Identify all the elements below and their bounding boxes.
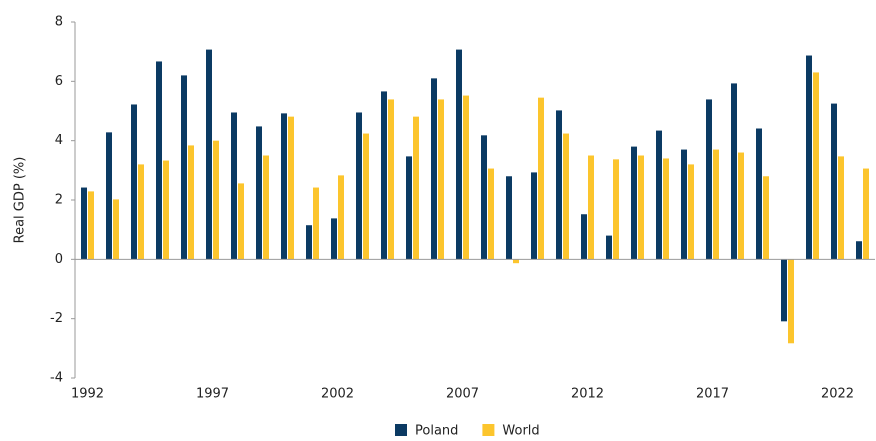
bar bbox=[663, 158, 669, 260]
bar bbox=[556, 110, 562, 260]
bar bbox=[188, 145, 194, 260]
bar bbox=[81, 187, 87, 260]
bar bbox=[781, 259, 787, 322]
y-tick-label: 2 bbox=[55, 193, 63, 208]
x-tick-label: 2007 bbox=[446, 387, 479, 402]
bar bbox=[281, 113, 287, 260]
bar bbox=[356, 112, 362, 260]
bar bbox=[506, 176, 512, 260]
bar bbox=[113, 199, 119, 260]
x-tick-label: 1997 bbox=[196, 387, 229, 402]
x-tick-label: 2012 bbox=[571, 387, 604, 402]
x-tick-label: 1992 bbox=[71, 387, 104, 402]
bar bbox=[731, 83, 737, 260]
bar bbox=[806, 55, 812, 260]
bar bbox=[213, 140, 219, 260]
bar bbox=[613, 159, 619, 260]
bar bbox=[856, 241, 862, 260]
bar bbox=[431, 78, 437, 260]
x-tick-label: 2017 bbox=[696, 387, 729, 402]
bar bbox=[206, 49, 212, 260]
y-tick-label: -4 bbox=[50, 371, 63, 386]
bar bbox=[738, 152, 744, 260]
bar bbox=[138, 164, 144, 260]
bar bbox=[813, 72, 819, 260]
legend-swatch bbox=[395, 424, 407, 436]
bar bbox=[463, 95, 469, 260]
legend-label: Poland bbox=[415, 424, 458, 438]
bar bbox=[231, 112, 237, 260]
bar bbox=[131, 104, 137, 260]
x-tick-label: 2002 bbox=[321, 387, 354, 402]
bar bbox=[788, 259, 794, 344]
bar bbox=[163, 160, 169, 260]
bar bbox=[488, 168, 494, 260]
bar bbox=[88, 191, 94, 260]
bar bbox=[313, 187, 319, 260]
bar bbox=[338, 175, 344, 260]
bar bbox=[288, 116, 294, 260]
bar bbox=[838, 156, 844, 260]
bar bbox=[763, 176, 769, 260]
bar bbox=[606, 235, 612, 260]
bar bbox=[863, 168, 869, 260]
bar bbox=[756, 128, 762, 260]
bar bbox=[238, 183, 244, 260]
bar bbox=[106, 132, 112, 260]
bar bbox=[688, 164, 694, 260]
y-axis-label: Real GDP (%) bbox=[13, 157, 28, 244]
bar bbox=[831, 103, 837, 260]
bar bbox=[156, 61, 162, 260]
bar bbox=[656, 130, 662, 260]
bar bbox=[538, 97, 544, 260]
bar bbox=[306, 225, 312, 260]
bar bbox=[713, 149, 719, 260]
bar bbox=[413, 116, 419, 260]
bar bbox=[681, 149, 687, 260]
bar bbox=[388, 99, 394, 260]
legend-label: World bbox=[502, 424, 539, 438]
bar bbox=[181, 75, 187, 260]
bar bbox=[363, 133, 369, 260]
bar bbox=[638, 155, 644, 260]
bar bbox=[438, 99, 444, 260]
bar bbox=[381, 91, 387, 260]
y-tick-label: -2 bbox=[50, 311, 63, 326]
y-tick-label: 6 bbox=[55, 74, 63, 89]
bar bbox=[631, 146, 637, 260]
x-tick-label: 2022 bbox=[821, 387, 854, 402]
bar bbox=[581, 214, 587, 260]
y-tick-label: 4 bbox=[55, 133, 63, 148]
bar bbox=[531, 172, 537, 260]
legend-swatch bbox=[482, 424, 495, 436]
bar bbox=[481, 135, 487, 260]
bar bbox=[456, 49, 462, 260]
y-tick-label: 8 bbox=[55, 15, 63, 30]
bar bbox=[588, 155, 594, 260]
bar bbox=[513, 259, 519, 264]
bar bbox=[331, 218, 337, 260]
bar bbox=[256, 126, 262, 260]
bar bbox=[406, 156, 412, 260]
y-tick-label: 0 bbox=[55, 252, 63, 267]
bar bbox=[563, 133, 569, 260]
bar bbox=[706, 99, 712, 260]
bar bbox=[263, 155, 269, 260]
